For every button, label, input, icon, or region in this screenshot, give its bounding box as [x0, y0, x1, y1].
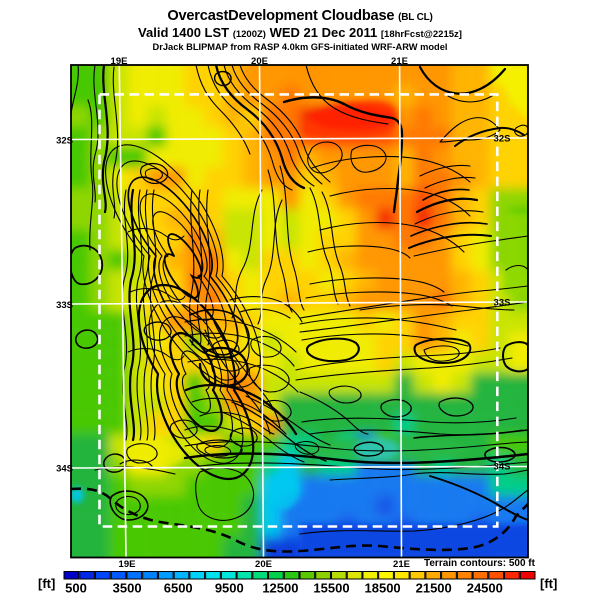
svg-text:15500: 15500	[313, 581, 349, 596]
svg-text:18500: 18500	[365, 581, 401, 596]
svg-text:9500: 9500	[215, 581, 244, 596]
svg-text:19E: 19E	[119, 559, 136, 570]
svg-text:32S: 32S	[56, 136, 73, 147]
svg-text:[ft]: [ft]	[38, 576, 55, 591]
svg-text:Terrain contours: 500 ft: Terrain contours: 500 ft	[424, 558, 536, 569]
svg-text:21500: 21500	[416, 581, 452, 596]
svg-text:500: 500	[65, 581, 87, 596]
svg-text:33S: 33S	[56, 300, 73, 311]
svg-text:3500: 3500	[113, 581, 142, 596]
svg-text:20E: 20E	[251, 56, 268, 67]
svg-text:34S: 34S	[56, 464, 73, 475]
svg-text:19E: 19E	[111, 56, 128, 67]
svg-text:12500: 12500	[262, 581, 298, 596]
svg-text:21E: 21E	[393, 559, 410, 570]
svg-text:[ft]: [ft]	[540, 576, 557, 591]
svg-text:33S: 33S	[494, 298, 511, 309]
svg-text:20E: 20E	[255, 559, 272, 570]
svg-text:21E: 21E	[391, 56, 408, 67]
svg-text:24500: 24500	[467, 581, 503, 596]
svg-text:34S: 34S	[494, 462, 511, 473]
svg-text:6500: 6500	[164, 581, 193, 596]
svg-text:32S: 32S	[494, 134, 511, 145]
